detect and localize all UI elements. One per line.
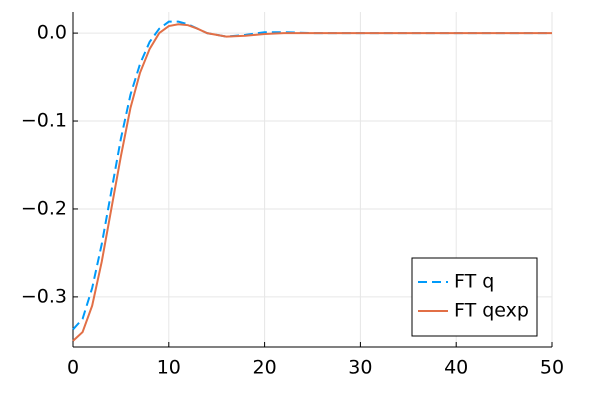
x-tick-label: 20 [253, 357, 277, 379]
y-tick-label: −0.3 [21, 285, 67, 307]
series-line [72, 23, 552, 342]
legend-box [411, 257, 538, 337]
x-tick-label: 50 [540, 357, 564, 379]
x-tick-label: 0 [67, 357, 79, 379]
y-tick-label: −0.2 [21, 197, 67, 219]
x-tick-label: 10 [157, 357, 181, 379]
legend-label: FT qexp [454, 300, 529, 322]
x-tick-label: 30 [348, 357, 372, 379]
y-tick-label: −0.1 [21, 110, 67, 132]
legend-label: FT q [454, 271, 494, 293]
y-tick-label: 0.0 [37, 22, 67, 44]
x-tick-label: 40 [444, 357, 468, 379]
